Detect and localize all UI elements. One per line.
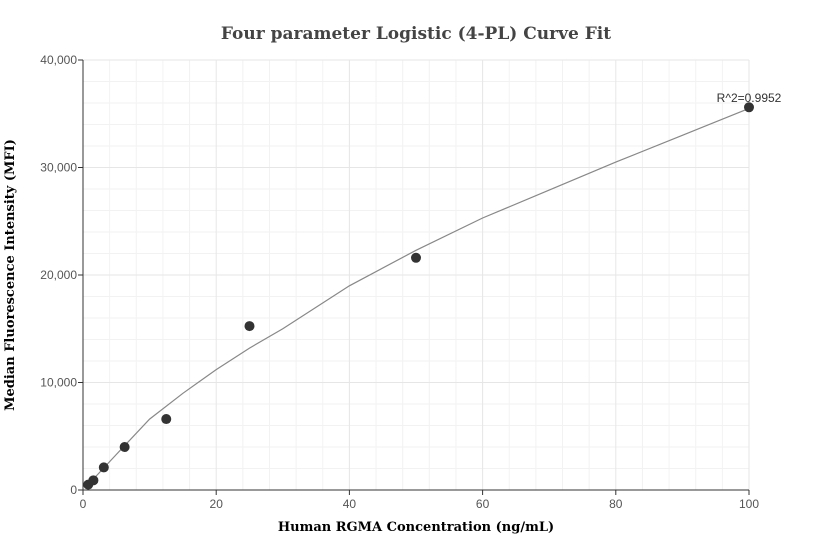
x-axis-ticks: 0 20 40 60 80 100 [80, 490, 759, 511]
y-axis-ticks: 0 10,000 20,000 30,000 40,000 [40, 53, 83, 497]
major-gridlines [82, 59, 750, 491]
x-tick-label: 0 [80, 497, 87, 511]
y-tick-label: 30,000 [40, 161, 77, 175]
y-tick-label: 0 [70, 483, 77, 497]
data-point [98, 462, 109, 473]
fit-curve-layer [87, 107, 750, 486]
data-point [744, 102, 754, 113]
fit-curve [87, 107, 750, 486]
data-point [161, 414, 172, 425]
x-tick-label: 60 [476, 497, 490, 511]
r-squared-annotation: R^2=0.9952 [717, 91, 782, 105]
x-axis-title: Human RGMA Concentration (ng/mL) [278, 520, 554, 535]
data-point [411, 252, 421, 263]
y-tick-label: 20,000 [40, 268, 77, 282]
data-point [88, 475, 99, 486]
chart-title: Four parameter Logistic (4-PL) Curve Fit [221, 24, 611, 44]
y-tick-label: 40,000 [40, 53, 77, 67]
y-tick-label: 10,000 [40, 376, 77, 390]
data-points [83, 102, 754, 490]
x-tick-label: 80 [609, 497, 623, 511]
data-point [119, 442, 130, 452]
data-point [244, 321, 255, 332]
x-tick-label: 40 [343, 497, 357, 511]
x-tick-label: 100 [739, 497, 759, 511]
x-tick-label: 20 [210, 497, 224, 511]
y-axis-title: Median Fluorescence Intensity (MFI) [3, 139, 18, 411]
